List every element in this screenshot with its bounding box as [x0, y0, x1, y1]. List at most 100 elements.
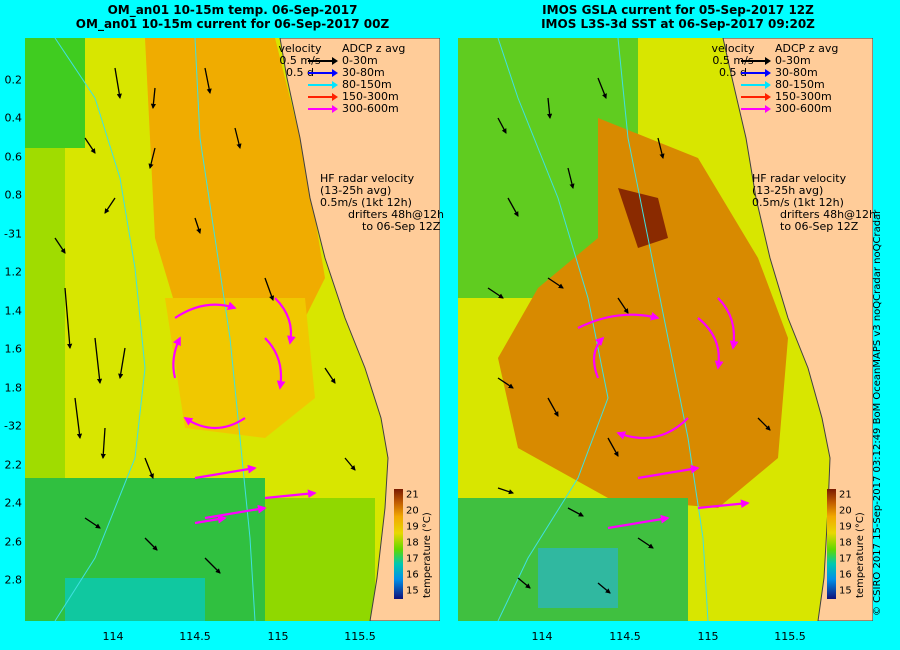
legend-label: 0-30m: [775, 54, 811, 67]
left-hf-radar-legend: HF radar velocity (13-25h avg) 0.5m/s (1…: [320, 173, 444, 233]
adcp-legend-entry: 300-600m: [739, 103, 838, 115]
colorbar-tick: 20: [839, 505, 852, 517]
y-label: 1.4: [4, 304, 23, 318]
colorbar-tick: 19: [406, 521, 419, 533]
y-label: 1.8: [4, 381, 23, 395]
colorbar-tick: 21: [839, 489, 852, 501]
hf-radar-arrows: [172, 297, 317, 525]
legend-swatch: [308, 81, 338, 89]
sst-field-warm-core: [145, 38, 325, 358]
legend-label: 80-150m: [342, 78, 392, 91]
land-mass: [279, 38, 440, 621]
right-colorbar-title: temperature (°C): [855, 512, 866, 598]
colorbar-tick: 17: [406, 553, 419, 565]
y-axis-labels: 0.2 0.4 0.6 0.8 -31 1.2 1.4 1.6 1.8 -32 …: [0, 38, 25, 621]
left-velocity-scale: velocity 0.5 m/s 0.5 d: [270, 43, 330, 79]
adcp-legend-entry: 150-300m: [739, 91, 838, 103]
land-mass: [722, 38, 873, 621]
velocity-title: velocity: [278, 42, 322, 55]
right-x-axis-labels: 114 114.5 115 115.5: [458, 630, 873, 648]
right-panel-title: IMOS GSLA current for 05-Sep-2017 12Z IM…: [458, 3, 898, 31]
y-label: 2.4: [4, 496, 23, 510]
hf-line2: (13-25h avg): [752, 184, 824, 197]
model-current-arrows: [54, 67, 356, 574]
bathymetry-contour: [54, 38, 146, 621]
colorbar-tick: 17: [839, 553, 852, 565]
legend-label: 300-600m: [775, 102, 832, 115]
colorbar-tick: 21: [406, 489, 419, 501]
hf-radar-arrows: [577, 297, 750, 530]
colorbar-tick: 18: [406, 537, 419, 549]
right-hf-radar-legend: HF radar velocity (13-25h avg) 0.5m/s (1…: [752, 173, 876, 233]
right-title-line2: IMOS L3S-3d SST at 06-Sep-2017 09:20Z: [541, 17, 815, 31]
hf-line3: 0.5m/s (1kt 12h): [752, 196, 844, 209]
y-label: 2.8: [4, 573, 23, 587]
y-label: 1.6: [4, 342, 23, 356]
velocity-title: velocity: [711, 42, 755, 55]
y-label: 1.2: [4, 265, 23, 279]
y-label: 2.6: [4, 535, 23, 549]
y-label: 0.8: [4, 188, 23, 202]
left-title-line1: OM_an01 10-15m temp. 06-Sep-2017: [107, 3, 358, 17]
sst-field-cold-patch: [65, 578, 205, 621]
x-label: 115: [267, 630, 289, 643]
legend-swatch: [741, 69, 771, 77]
adcp-legend-title: ADCP z avg: [775, 42, 839, 55]
x-label: 114: [102, 630, 124, 643]
hf-line1: HF radar velocity: [320, 172, 415, 185]
colorbar-gradient: [827, 489, 836, 599]
sst-field-cool-nw: [25, 38, 85, 148]
colorbar-tick: 19: [839, 521, 852, 533]
legend-swatch: [308, 93, 338, 101]
adcp-legend-title: ADCP z avg: [342, 42, 406, 55]
drifters-line1: drifters 48h@12h: [780, 208, 877, 221]
left-adcp-legend: ADCP z avg 0-30m 30-80m 80-150m 150-300m…: [306, 43, 405, 115]
legend-swatch: [308, 57, 338, 65]
y-label: 0.4: [4, 111, 23, 125]
colorbar-tick: 18: [839, 537, 852, 549]
colorbar-tick: 15: [406, 585, 419, 597]
sst-field-cold-patch: [538, 548, 618, 608]
adcp-legend-entry: 30-80m: [306, 67, 405, 79]
legend-label: 300-600m: [342, 102, 399, 115]
right-velocity-scale: velocity 0.5 m/s 0.5 d: [703, 43, 763, 79]
x-label: 115.5: [344, 630, 376, 643]
adcp-legend-entry: 30-80m: [739, 67, 838, 79]
y-label: -31: [4, 227, 22, 241]
left-colorbar-labels: 21 20 19 18 17 16 15: [406, 489, 430, 599]
legend-label: 150-300m: [342, 90, 399, 103]
right-adcp-legend: ADCP z avg 0-30m 30-80m 80-150m 150-300m…: [739, 43, 838, 115]
x-label: 114: [531, 630, 553, 643]
adcp-legend-entry: 0-30m: [306, 55, 405, 67]
left-panel-title: OM_an01 10-15m temp. 06-Sep-2017 OM_an01…: [25, 3, 440, 31]
sst-field-west: [25, 148, 65, 478]
velocity-duration: 0.5 d: [286, 66, 314, 79]
legend-swatch: [741, 57, 771, 65]
colorbar-tick: 16: [839, 569, 852, 581]
left-colorbar: [394, 489, 403, 599]
adcp-legend-entry: 0-30m: [739, 55, 838, 67]
left-map-panel[interactable]: [25, 38, 440, 621]
colorbar-tick: 15: [839, 585, 852, 597]
x-label: 115.5: [774, 630, 806, 643]
y-label: 0.2: [4, 73, 23, 87]
left-x-axis-labels: 114 114.5 115 115.5: [25, 630, 440, 648]
drifters-line1: drifters 48h@12h: [348, 208, 445, 221]
adcp-legend-entry: 300-600m: [306, 103, 405, 115]
hf-line2: (13-25h avg): [320, 184, 392, 197]
legend-swatch: [308, 69, 338, 77]
drifters-line2: to 06-Sep 12Z: [362, 220, 441, 233]
adcp-legend-entry: 150-300m: [306, 91, 405, 103]
right-map-svg: [458, 38, 873, 621]
legend-label: 80-150m: [775, 78, 825, 91]
y-label: 2.2: [4, 458, 23, 472]
x-label: 115: [697, 630, 719, 643]
legend-swatch: [308, 105, 338, 113]
bathymetry-contour: [497, 38, 609, 621]
colorbar-tick: 20: [406, 505, 419, 517]
left-title-line2: OM_an01 10-15m current for 06-Sep-2017 0…: [75, 17, 390, 31]
bathymetry-contour: [617, 38, 709, 621]
adcp-legend-entry: 80-150m: [739, 79, 838, 91]
right-map-panel[interactable]: [458, 38, 873, 621]
adcp-legend-entry: 80-150m: [306, 79, 405, 91]
